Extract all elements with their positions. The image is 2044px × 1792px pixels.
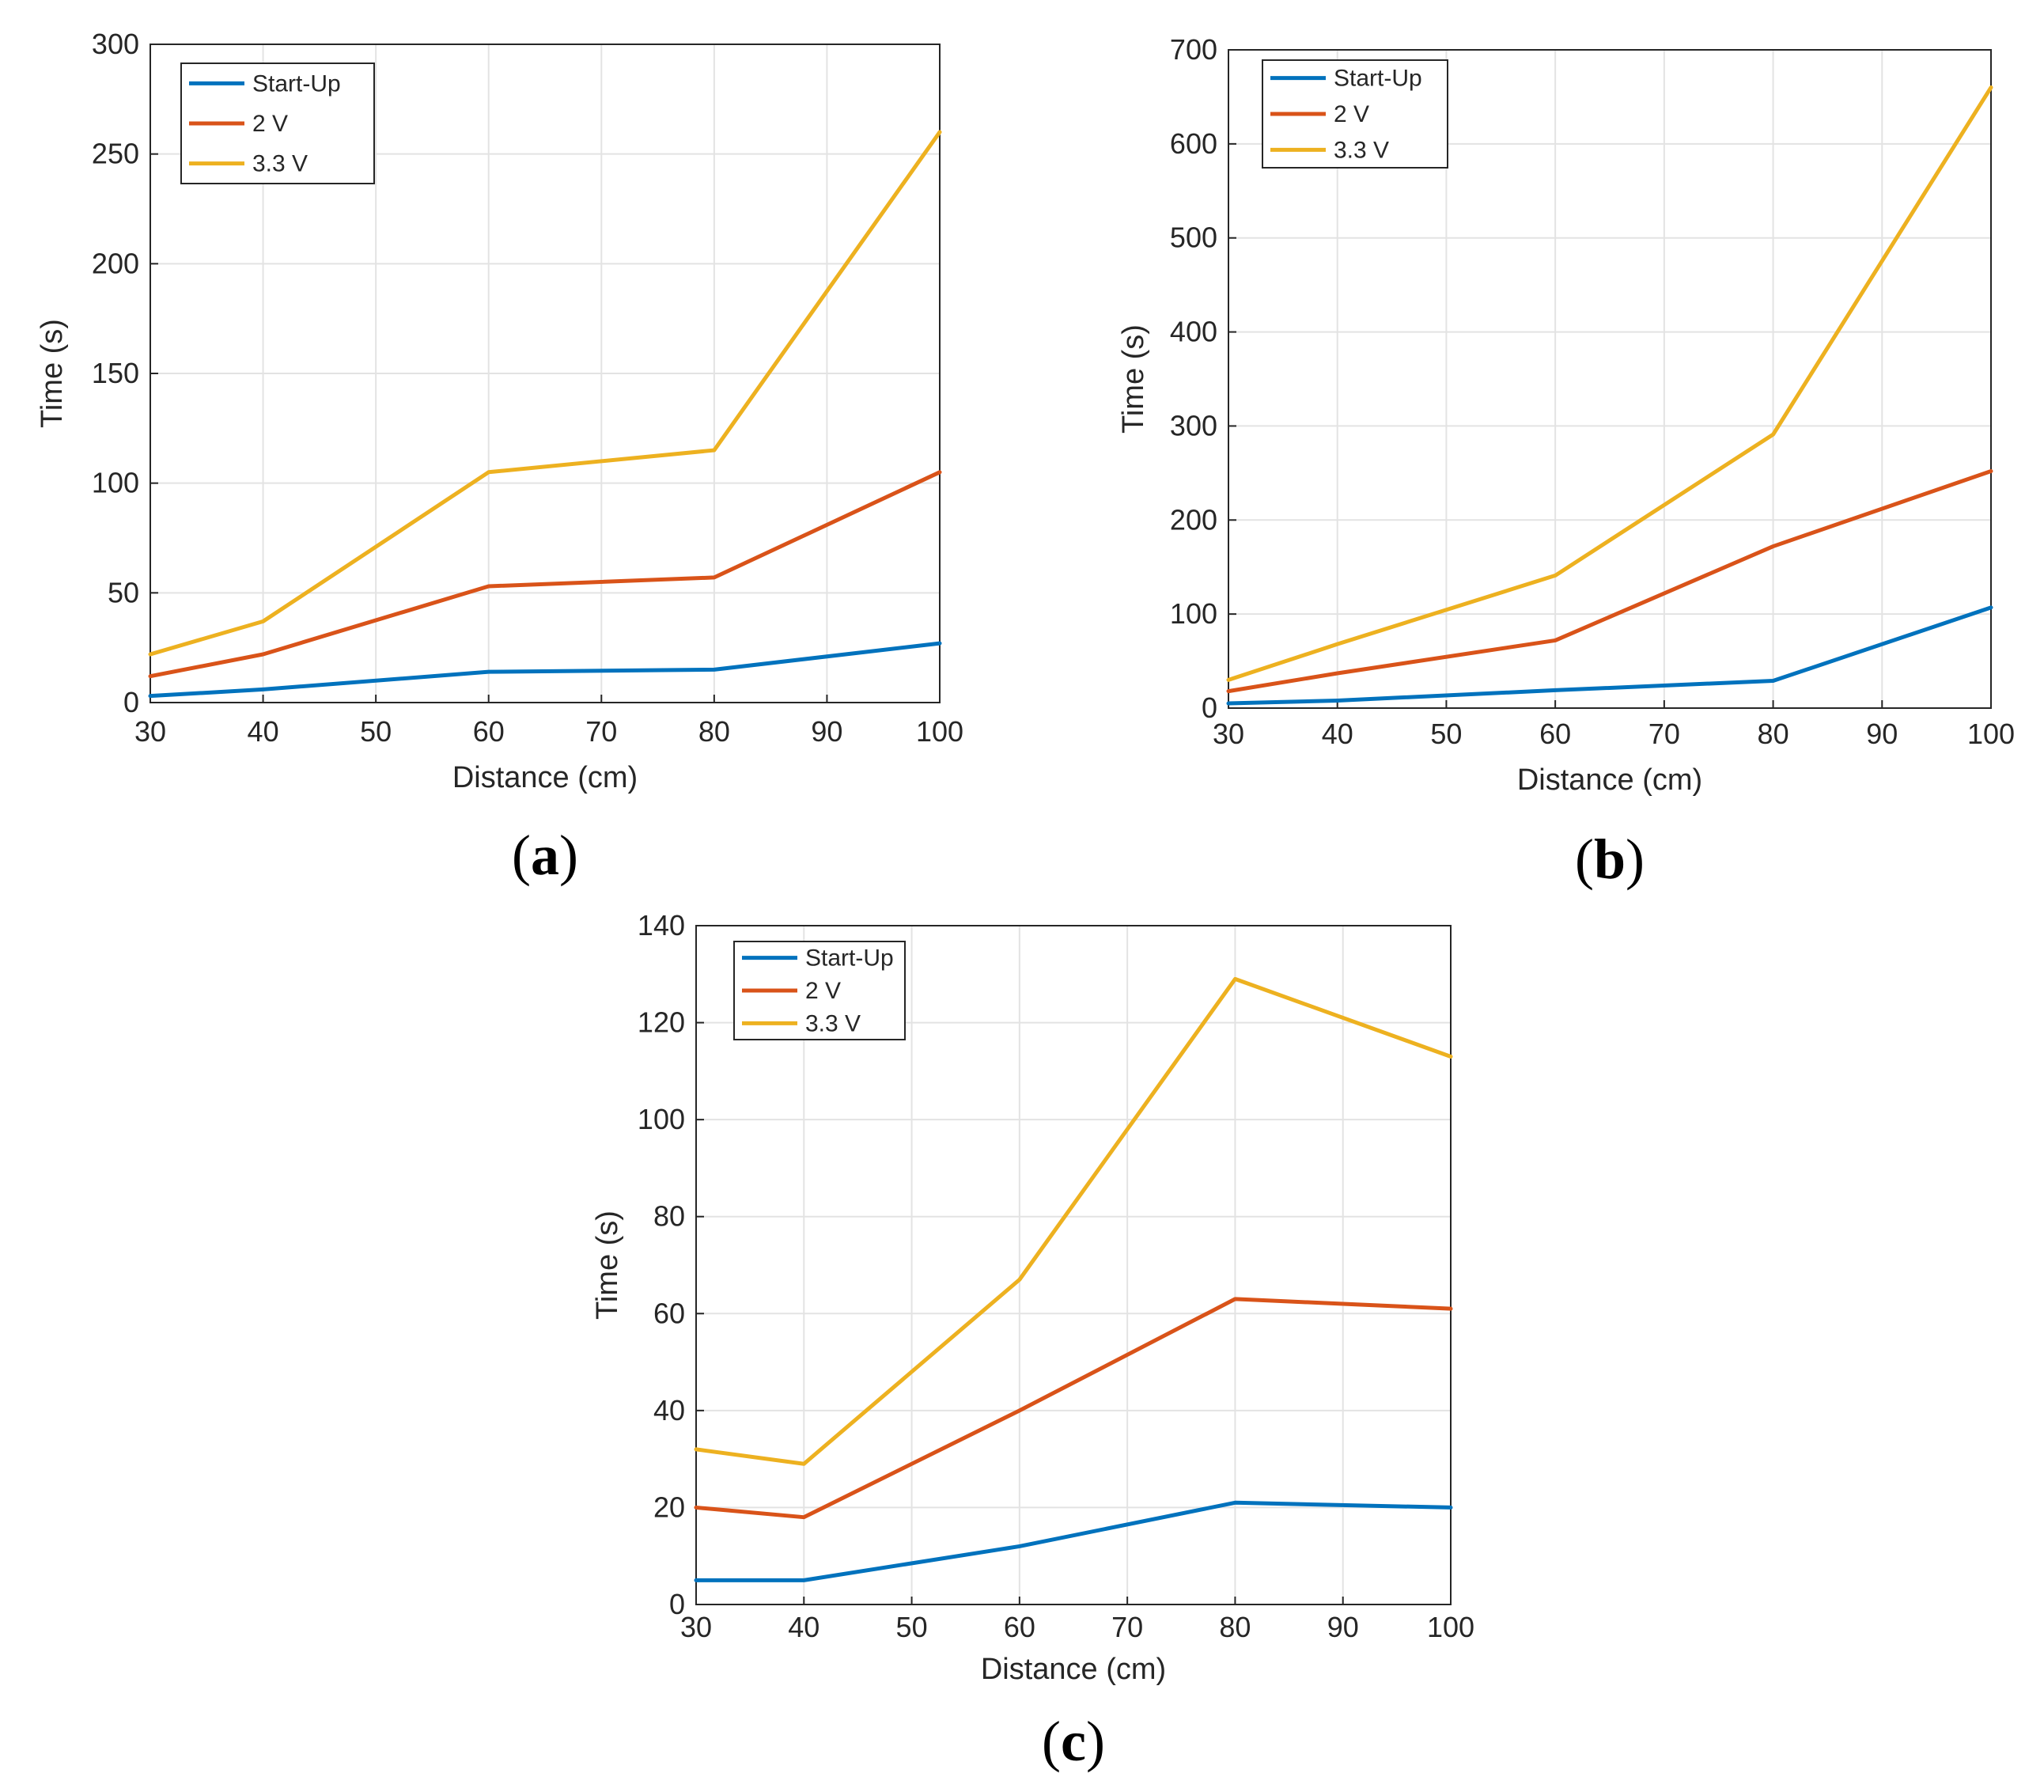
y-tick-label: 80 <box>653 1200 685 1233</box>
chart-panel-a: 30 40 50 60 70 80 90 100 0 50 100 150 200 250 300 Dista… <box>36 28 963 887</box>
y-tick-label: 100 <box>1170 597 1217 630</box>
x-tick-label: 40 <box>788 1611 819 1643</box>
x-axis-label: Distance (cm) <box>1517 763 1702 797</box>
x-tick-label: 100 <box>1967 718 2015 750</box>
x-tick-label: 60 <box>473 715 505 748</box>
x-tick-label: 80 <box>698 715 730 748</box>
y-tick-label: 300 <box>92 28 139 60</box>
x-tick-label: 90 <box>1866 718 1898 750</box>
x-tick-label: 90 <box>1327 1611 1359 1643</box>
plot-frame <box>1228 49 1992 709</box>
x-axis-label: Distance (cm) <box>981 1653 1166 1686</box>
x-tick-label: 70 <box>1648 718 1680 750</box>
plot-frame <box>695 925 1452 1605</box>
y-tick-label: 250 <box>92 138 139 170</box>
y-tick-label: 0 <box>1202 691 1217 724</box>
y-tick-label: 20 <box>653 1491 685 1523</box>
x-tick-label: 100 <box>1427 1611 1474 1643</box>
panel-label: (c) <box>1042 1710 1105 1773</box>
panel-letter: a <box>531 824 559 887</box>
x-tick-label: 50 <box>1430 718 1462 750</box>
chart-panel-b: 30 40 50 60 70 80 90 100 0 100 200 300 400 500 600 700 D… <box>1117 33 2015 891</box>
x-tick-label: 40 <box>248 715 279 748</box>
series-line-start-up <box>1226 605 1993 706</box>
y-tick-label: 0 <box>669 1588 685 1620</box>
y-tick-label: 500 <box>1170 222 1217 254</box>
y-tick-label: 150 <box>92 357 139 389</box>
legend: Start-Up 2 V 3.3 V <box>1262 59 1448 169</box>
panel-letter: c <box>1061 1710 1086 1773</box>
x-tick-label: 80 <box>1219 1611 1251 1643</box>
series-line-3-3-v <box>694 976 1453 1466</box>
y-tick-label: 50 <box>108 576 139 608</box>
legend-entry-label: Start-Up <box>1334 66 1422 92</box>
legend-entry-label: 2 V <box>1334 101 1369 127</box>
series-line-2-v <box>694 1297 1453 1520</box>
series-line-3-3-v <box>1226 85 1993 682</box>
series-line-2-v <box>1226 468 1993 694</box>
x-tick-label: 80 <box>1758 718 1789 750</box>
y-tick-label: 700 <box>1170 33 1217 66</box>
panel-label: (a) <box>512 824 578 887</box>
legend-entry-label: 3.3 V <box>805 1010 861 1036</box>
y-tick-label: 120 <box>638 1006 685 1039</box>
series-line-3-3-v <box>148 130 942 657</box>
y-tick-label: 200 <box>92 247 139 279</box>
x-tick-label: 60 <box>1004 1611 1035 1643</box>
x-tick-label: 40 <box>1322 718 1353 750</box>
y-axis-label: Time (s) <box>591 1210 624 1320</box>
y-tick-label: 0 <box>123 686 139 718</box>
x-tick-label: 30 <box>1213 718 1244 750</box>
x-tick-label: 70 <box>1111 1611 1143 1643</box>
series-line-2-v <box>148 470 942 679</box>
x-tick-label: 60 <box>1539 718 1571 750</box>
y-tick-label: 200 <box>1170 503 1217 536</box>
chart-panel-c: 30 40 50 60 70 80 90 100 0 20 40 60 80 100 120 140 Dista… <box>591 909 1474 1773</box>
y-tick-label: 300 <box>1170 409 1217 441</box>
y-tick-label: 60 <box>653 1297 685 1329</box>
legend-entry-label: Start-Up <box>805 945 894 972</box>
y-tick-label: 600 <box>1170 127 1217 160</box>
panel-label: (b) <box>1575 828 1645 891</box>
y-tick-label: 140 <box>638 909 685 941</box>
legend-entry-label: Start-Up <box>252 70 341 97</box>
y-tick-label: 100 <box>92 467 139 499</box>
x-axis-label: Distance (cm) <box>452 761 638 794</box>
legend: Start-Up 2 V 3.3 V <box>733 941 906 1040</box>
x-tick-label: 90 <box>811 715 842 748</box>
legend-entry-label: 2 V <box>252 111 288 137</box>
x-tick-label: 30 <box>680 1611 712 1643</box>
x-tick-label: 100 <box>916 715 963 748</box>
y-axis-label: Time (s) <box>1117 324 1150 434</box>
series-line-start-up <box>148 641 942 699</box>
y-axis-label: Time (s) <box>36 319 69 428</box>
legend: Start-Up 2 V 3.3 V <box>180 63 375 184</box>
x-tick-label: 50 <box>896 1611 928 1643</box>
legend-entry-label: 3.3 V <box>1334 137 1389 163</box>
x-tick-label: 70 <box>585 715 617 748</box>
y-tick-label: 40 <box>653 1394 685 1426</box>
x-tick-label: 50 <box>360 715 392 748</box>
y-tick-label: 100 <box>638 1103 685 1135</box>
legend-entry-label: 2 V <box>805 978 841 1004</box>
panel-letter: b <box>1594 828 1626 891</box>
y-tick-label: 400 <box>1170 316 1217 348</box>
x-tick-label: 30 <box>134 715 166 748</box>
series-line-start-up <box>694 1500 1453 1582</box>
legend-entry-label: 3.3 V <box>252 151 308 177</box>
